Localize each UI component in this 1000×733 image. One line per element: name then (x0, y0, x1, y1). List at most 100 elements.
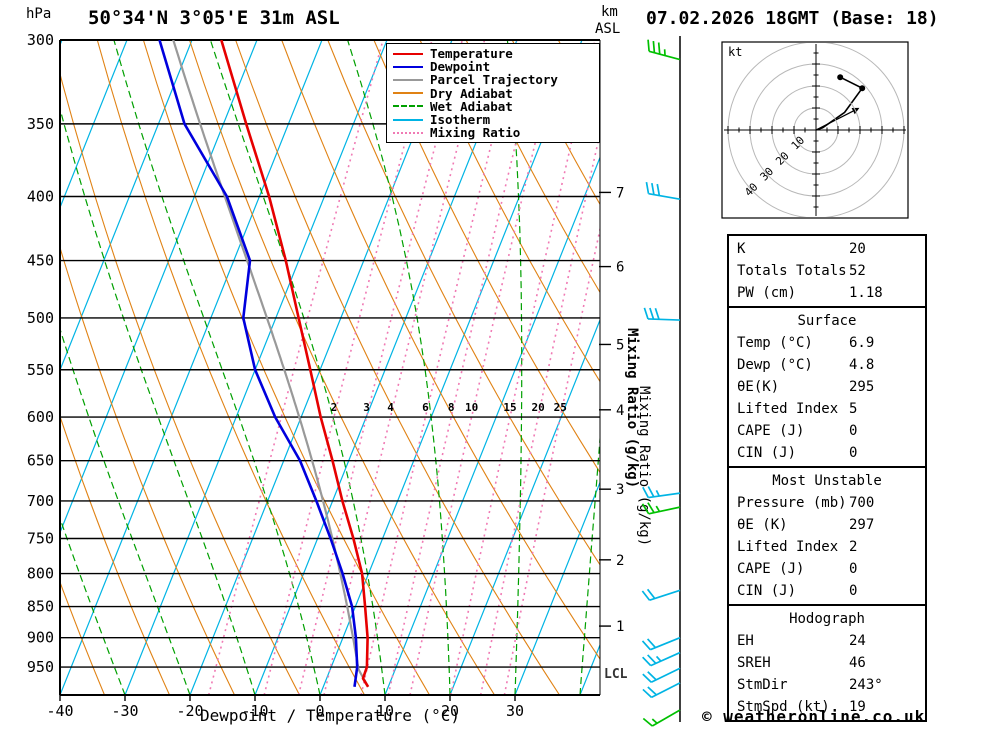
pressure-tick-label: 900 (27, 629, 54, 647)
stat-row: Pressure (mb) 700 (729, 492, 925, 514)
stat-value: 6.9 (849, 335, 875, 351)
legend-label: Wet Adiabat (430, 98, 513, 114)
wind-barb (642, 651, 681, 667)
legend-item-isotherm: Isotherm (393, 113, 593, 126)
pressure-tick-label: 700 (27, 492, 54, 510)
mixing-ratio-line-sample (393, 131, 423, 134)
svg-text:10: 10 (465, 401, 478, 414)
stat-value: 297 (849, 517, 875, 533)
pressure-labels: 300 350 400 450 500 550 600 650 700 750 800 850 900 9… (27, 31, 54, 676)
legend-item-dry-adiabat: Dry Adiabat (393, 87, 593, 100)
svg-text:20: 20 (531, 401, 544, 414)
svg-text:4: 4 (387, 401, 394, 414)
table-header: Surface (797, 313, 857, 329)
stat-row: SREH 46 (729, 652, 925, 674)
stat-label: Dewp (°C) (737, 357, 813, 373)
x-tick-label: -30 (111, 702, 138, 720)
stat-value: 46 (849, 655, 866, 671)
wind-barb (645, 181, 681, 201)
x-tick-label: 20 (441, 702, 459, 720)
table-header: Most Unstable (772, 473, 882, 489)
stat-label: SREH (737, 655, 771, 671)
legend-label: Dry Adiabat (430, 85, 513, 101)
mixing-ratio-axis-label: Mixing Ratio (g/kg) (636, 386, 652, 546)
dry-adiabat-line-sample (393, 92, 423, 95)
stat-row: CIN (J) 0 (729, 580, 925, 602)
stat-row: Dewp (°C) 4.8 (729, 354, 925, 376)
pressure-unit-label: hPa (26, 6, 52, 22)
wind-barb (642, 709, 681, 727)
wind-barb (647, 39, 681, 61)
pressure-lines (59, 39, 601, 696)
stat-row: StmDir 243° (729, 674, 925, 696)
wind-barb (641, 502, 681, 515)
stat-value: 24 (849, 633, 866, 649)
km-tick-label: 7 (616, 185, 624, 201)
stat-value: 5 (849, 401, 858, 417)
km-tick-label: 3 (616, 482, 624, 498)
altitude-unit-asl: ASL (595, 21, 621, 37)
parcel-trajectory-line (172, 40, 370, 688)
wind-barb (642, 486, 681, 499)
sounding-profiles (158, 40, 370, 688)
stat-label: Totals Totals (737, 263, 847, 279)
pressure-tick-label: 850 (27, 598, 54, 616)
km-tick-label: 6 (616, 260, 624, 276)
stat-label: PW (cm) (737, 285, 797, 301)
stat-label: StmSpd (kt) (737, 699, 830, 715)
stat-row: StmSpd (kt) 19 (729, 696, 925, 718)
pressure-tick-label: 450 (27, 252, 54, 270)
x-tick-label: -20 (176, 702, 203, 720)
svg-text:6: 6 (422, 401, 429, 414)
pressure-tick-label: 300 (27, 31, 54, 49)
stat-label: K (737, 241, 746, 257)
wind-barb-column (641, 36, 681, 727)
lcl-label: LCL (604, 667, 628, 682)
stat-value: 19 (849, 699, 866, 715)
stat-label: θE(K) (737, 379, 780, 395)
legend-label: Isotherm (430, 112, 491, 128)
stat-value: 0 (849, 561, 858, 577)
legend-item-mixing-ratio: Mixing Ratio (393, 126, 593, 139)
svg-text:3: 3 (363, 401, 370, 414)
stat-label: CIN (J) (737, 445, 797, 461)
wind-barb (643, 307, 681, 321)
copyright-text: © weatheronline.co.uk (702, 707, 926, 726)
svg-text:25: 25 (554, 401, 567, 414)
stat-row: K 20 (729, 238, 925, 260)
stat-value: 243° (849, 677, 883, 693)
stat-value: 4.8 (849, 357, 875, 373)
stat-row: PW (cm) 1.18 (729, 282, 925, 304)
stat-row: CIN (J) 0 (729, 442, 925, 464)
indices-table: K 20 Totals Totals 52 PW (cm) 1.18 (727, 234, 927, 308)
temperature-line-sample (393, 52, 423, 55)
stat-label: EH (737, 633, 754, 649)
stat-row: Lifted Index 5 (729, 398, 925, 420)
pressure-tick-label: 800 (27, 565, 54, 583)
table-header: Hodograph (789, 611, 865, 627)
pressure-tick-label: 350 (27, 115, 54, 133)
stat-label: StmDir (737, 677, 788, 693)
legend-label: Parcel Trajectory (430, 72, 558, 88)
wet-adiabat-line-sample (393, 105, 423, 108)
x-tick-label: 30 (506, 702, 524, 720)
stat-value: 700 (849, 495, 875, 511)
legend-label: Temperature (430, 46, 513, 62)
km-tick-label: 2 (616, 553, 624, 569)
stat-value: 1.18 (849, 285, 883, 301)
isotherm-line-sample (393, 118, 423, 121)
x-tick-label: -10 (241, 702, 268, 720)
parcel-line-sample (393, 78, 423, 81)
x-tick-label: -40 (46, 702, 73, 720)
dewpoint-line (158, 40, 359, 687)
pressure-tick-label: 550 (27, 361, 54, 379)
svg-text:15: 15 (503, 401, 516, 414)
pressure-tick-label: 650 (27, 452, 54, 470)
datetime-title: 07.02.2026 18GMT (Base: 18) (646, 8, 939, 29)
stat-value: 2 (849, 539, 858, 555)
svg-text:2: 2 (331, 401, 338, 414)
stat-row: EH 24 (729, 630, 925, 652)
